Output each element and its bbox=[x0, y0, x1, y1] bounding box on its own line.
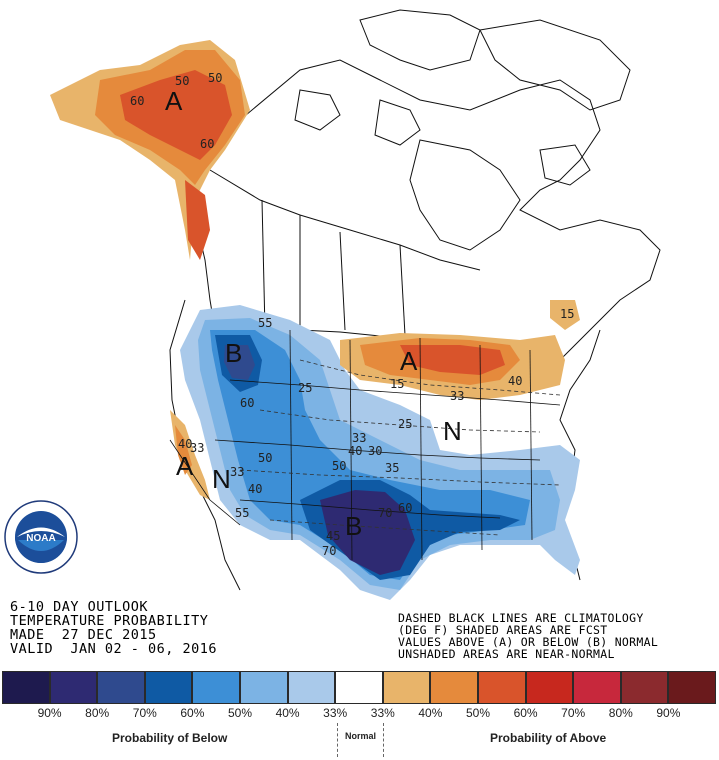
legend-swatch bbox=[382, 671, 431, 704]
legend-swatch bbox=[525, 671, 574, 704]
east-n-label: N bbox=[443, 416, 462, 446]
legend-tick-label: 60% bbox=[180, 706, 205, 720]
legend-swatch bbox=[430, 671, 478, 704]
legend-swatches bbox=[2, 671, 716, 704]
contour-label: 55 bbox=[258, 316, 272, 330]
contour-label: 60 bbox=[398, 501, 412, 515]
legend-tick-label: 80% bbox=[85, 706, 110, 720]
legend-tick-label: 40% bbox=[418, 706, 443, 720]
legend-swatch bbox=[573, 671, 621, 704]
normal-divider-left bbox=[337, 723, 338, 757]
noaa-wordmark: NOAA bbox=[26, 533, 55, 544]
california-a-label: A bbox=[176, 451, 194, 481]
alaska-above-region bbox=[50, 40, 250, 260]
contour-label: 25 bbox=[398, 417, 412, 431]
legend-notes: DASHED BLACK LINES ARE CLIMATOLOGY (DEG … bbox=[398, 612, 658, 660]
contour-label: 40 bbox=[178, 437, 192, 451]
legend-swatch bbox=[2, 671, 50, 704]
contour-label: 40 bbox=[248, 482, 262, 496]
contour-label: 45 bbox=[326, 529, 340, 543]
contour-label: 30 bbox=[368, 444, 382, 458]
note-line: UNSHADED AREAS ARE NEAR-NORMAL bbox=[398, 647, 615, 661]
state-lines bbox=[169, 329, 561, 561]
title-line: VALID JAN 02 - 06, 2016 bbox=[10, 641, 218, 657]
climatology-lines bbox=[239, 359, 561, 536]
outlook-map: A 50 50 60 60 B 55 60 25 50 40 A 40 33 N… bbox=[50, 9, 661, 600]
legend-tick-label: 33% bbox=[370, 706, 395, 720]
land-outlines bbox=[169, 9, 661, 591]
below-caption: Probability of Below bbox=[112, 731, 228, 745]
contour-label: 50 bbox=[332, 459, 346, 473]
note-line: VALUES ABOVE (A) OR BELOW (B) NORMAL bbox=[398, 635, 659, 649]
contour-label: 33 bbox=[230, 465, 244, 479]
contour-label: 35 bbox=[385, 461, 399, 475]
contour-label: 25 bbox=[298, 381, 312, 395]
contour-label: 60 bbox=[200, 137, 214, 151]
legend-swatch bbox=[335, 671, 383, 704]
normal-divider-right bbox=[383, 723, 384, 757]
probability-legend: 90% 80% 70% 60% 50% 40% 33% 33% 40% 50% 60% 70% 80% 9… bbox=[0, 671, 719, 760]
legend-tick-label: 33% bbox=[323, 706, 348, 720]
south-b-label: B bbox=[345, 511, 362, 541]
contour-label: 60 bbox=[130, 94, 144, 108]
legend-tick-labels: 90% 80% 70% 60% 50% 40% 33% 33% 40% 50% 60% 70% 80% 9… bbox=[0, 706, 719, 724]
contour-label: 15 bbox=[560, 307, 574, 321]
legend-swatch bbox=[49, 671, 98, 704]
title-line: 6-10 DAY OUTLOOK bbox=[10, 599, 149, 615]
legend-tick-label: 90% bbox=[656, 706, 681, 720]
legend-swatch bbox=[192, 671, 240, 704]
noaa-logo: NOAA bbox=[4, 500, 78, 574]
note-line: (DEG F) SHADED AREAS ARE FCST bbox=[398, 623, 608, 637]
contour-label: 33 bbox=[352, 431, 366, 445]
west-b-label: B bbox=[225, 338, 242, 368]
title-line: MADE 27 DEC 2015 bbox=[10, 627, 157, 643]
contour-label: 33 bbox=[190, 441, 204, 455]
california-n-label: N bbox=[212, 464, 231, 494]
contour-label: 33 bbox=[450, 389, 464, 403]
greatlakes-above-region bbox=[340, 300, 580, 400]
contour-label: 50 bbox=[208, 71, 222, 85]
legend-swatch bbox=[144, 671, 193, 704]
contour-label: 60 bbox=[240, 396, 254, 410]
contour-label: 15 bbox=[390, 377, 404, 391]
contour-label: 50 bbox=[175, 74, 189, 88]
legend-tick-label: 40% bbox=[275, 706, 300, 720]
legend-swatch bbox=[668, 671, 716, 704]
contour-label: 50 bbox=[258, 451, 272, 465]
legend-swatch bbox=[287, 671, 336, 704]
legend-tick-label: 60% bbox=[513, 706, 538, 720]
legend-tick-label: 50% bbox=[227, 706, 253, 720]
legend-tick-label: 70% bbox=[132, 706, 157, 720]
contour-label: 70 bbox=[322, 544, 336, 558]
legend-tick-label: 80% bbox=[608, 706, 633, 720]
contour-label: 40 bbox=[348, 444, 362, 458]
contour-label: 70 bbox=[378, 506, 392, 520]
legend-tick-label: 90% bbox=[37, 706, 62, 720]
legend-swatch bbox=[239, 671, 288, 704]
note-line: DASHED BLACK LINES ARE CLIMATOLOGY bbox=[398, 611, 644, 625]
alaska-a-label: A bbox=[165, 86, 183, 116]
legend-swatch bbox=[97, 671, 145, 704]
contour-label: 40 bbox=[508, 374, 522, 388]
title-line: TEMPERATURE PROBABILITY bbox=[10, 613, 209, 629]
above-caption: Probability of Above bbox=[490, 731, 607, 745]
legend-tick-label: 50% bbox=[465, 706, 491, 720]
normal-caption: Normal bbox=[345, 731, 377, 741]
legend-tick-label: 70% bbox=[561, 706, 586, 720]
outlook-title-block: 6-10 DAY OUTLOOK TEMPERATURE PROBABILITY… bbox=[10, 600, 217, 656]
legend-swatch bbox=[620, 671, 669, 704]
legend-swatch bbox=[477, 671, 526, 704]
greatlakes-a-label: A bbox=[400, 346, 418, 376]
contour-label: 55 bbox=[235, 506, 249, 520]
california-above-region bbox=[170, 410, 210, 500]
